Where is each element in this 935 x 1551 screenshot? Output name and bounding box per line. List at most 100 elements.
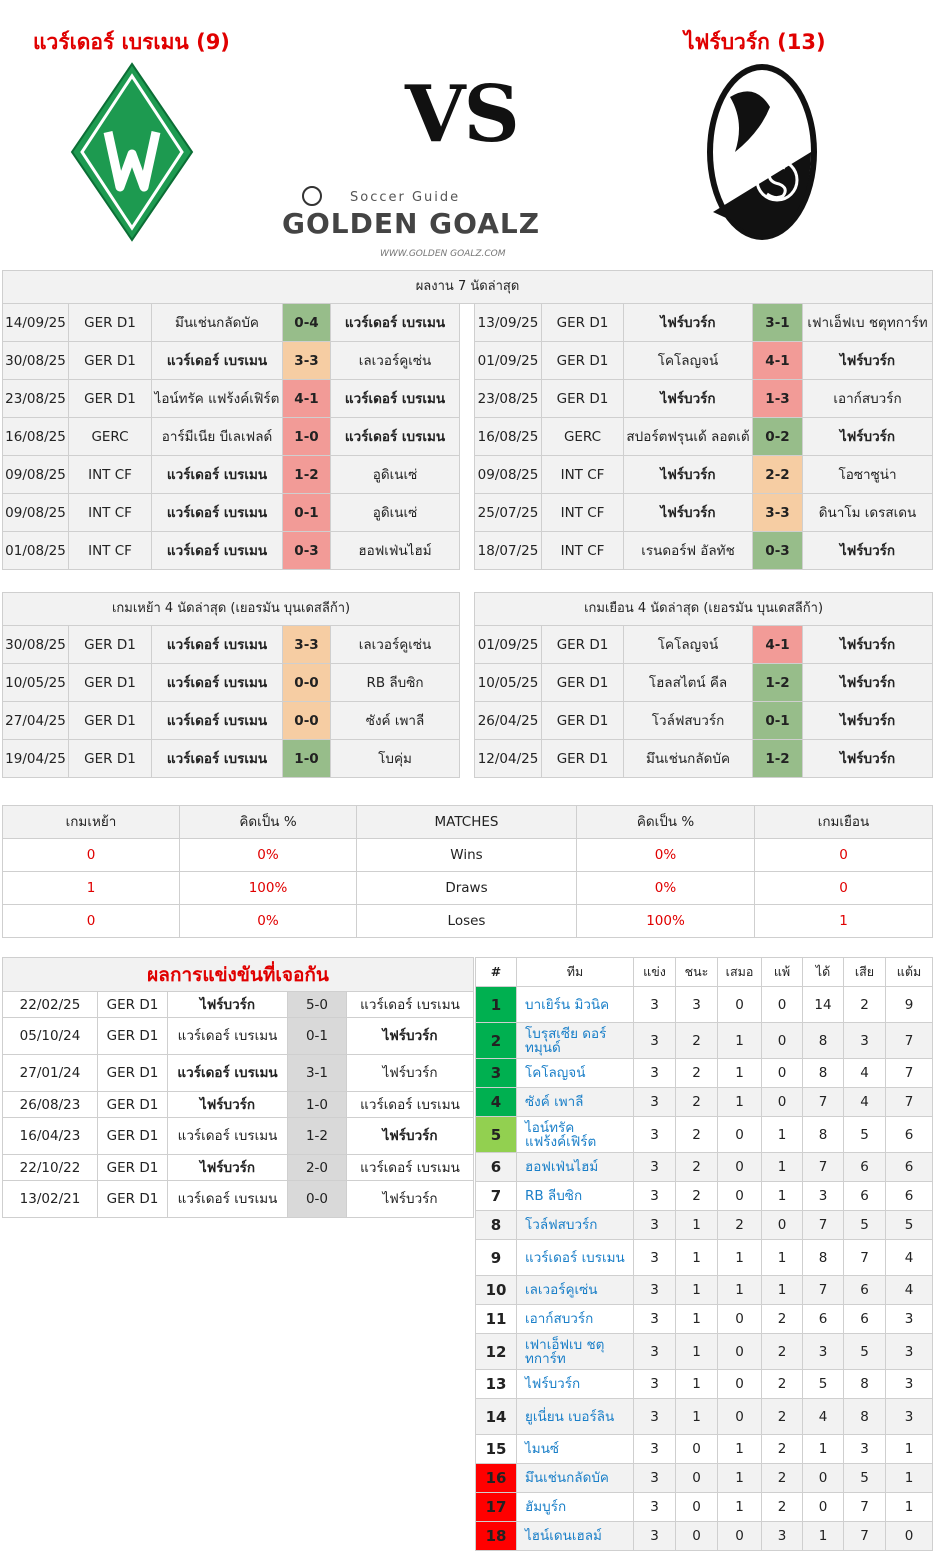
team-link[interactable]: ไอน์ทรัค แฟร้งค์เฟิร์ต <box>516 1116 634 1153</box>
competition: GER D1 <box>97 1154 168 1181</box>
stat-w: 2 <box>675 1152 718 1182</box>
stat-l: 0 <box>761 1210 803 1240</box>
team-link[interactable]: ฮอฟเฟ่นไฮม์ <box>516 1152 634 1182</box>
standings-row: 2 โบรุสเซีย ดอร์ทมุนด์ 3 2 1 0 8 3 7 <box>475 1022 933 1059</box>
stat-w: 2 <box>675 1181 718 1211</box>
match-date: 26/04/25 <box>474 701 543 740</box>
stat-gf: 4 <box>802 1398 844 1435</box>
match-score: 1-0 <box>282 739 331 778</box>
match-score: 0-0 <box>282 663 331 702</box>
standings-header: ทีม <box>516 957 634 987</box>
stat-pts: 7 <box>885 1058 933 1088</box>
position: 16 <box>475 1463 517 1493</box>
match-date: 13/09/25 <box>474 303 542 342</box>
competition: GERC <box>68 417 152 456</box>
match-score: 1-2 <box>752 739 804 778</box>
recent-form-table: ผลงาน 7 นัดล่าสุด 14/09/25 GER D1 มึนเช่นก… <box>1 270 934 570</box>
stat-w: 2 <box>675 1116 718 1153</box>
away-team: ไฟร์บวร์ก <box>801 341 934 380</box>
team-link[interactable]: เฟาเอ็ฟเบ ชตุทการ์ท <box>516 1333 634 1370</box>
stat-pts: 4 <box>885 1239 933 1276</box>
position: 9 <box>475 1239 517 1276</box>
stat-p: 3 <box>633 1304 676 1334</box>
standings-header: แพ้ <box>761 957 803 987</box>
position: 1 <box>475 986 517 1023</box>
stat-d: 0 <box>717 1521 762 1551</box>
stat-p: 3 <box>633 1398 676 1435</box>
stats-header: เกมเยือน <box>754 805 933 839</box>
team-link[interactable]: บาเยิร์น มิวนิค <box>516 986 634 1023</box>
home-team: แวร์เดอร์ เบรเมน <box>151 531 283 570</box>
match-score: 0-1 <box>287 1017 347 1055</box>
match-score: 4-1 <box>752 341 803 380</box>
stat-d: 1 <box>717 1087 762 1117</box>
away-team: แวร์เดอร์ เบรเมน <box>330 379 460 418</box>
position: 17 <box>475 1492 517 1522</box>
stats-away: 0 <box>754 838 933 872</box>
team-link[interactable]: ซังค์ เพาลี <box>516 1087 634 1117</box>
stat-l: 1 <box>761 1239 803 1276</box>
home-team: โวล์ฟสบวร์ก <box>623 701 754 740</box>
team-link[interactable]: โวล์ฟสบวร์ก <box>516 1210 634 1240</box>
team-link[interactable]: มึนเช่นกลัดบัค <box>516 1463 634 1493</box>
team-link[interactable]: ไฟร์บวร์ก <box>516 1369 634 1399</box>
stat-d: 0 <box>717 1304 762 1334</box>
last4-home-title: เกมเหย้า 4 นัดล่าสุด (เยอรมัน บุนเดสลีก้… <box>1 592 461 626</box>
match-score: 0-1 <box>752 701 804 740</box>
match-score: 3-3 <box>752 493 803 532</box>
stat-pts: 3 <box>885 1333 933 1370</box>
team-link[interactable]: เลเวอร์คูเซ่น <box>516 1275 634 1305</box>
match-score: 0-0 <box>287 1180 347 1218</box>
match-score: 0-1 <box>282 493 331 532</box>
stats-row: 1 100% Draws 0% 0 <box>2 871 933 905</box>
match-score: 0-3 <box>282 531 331 570</box>
home-team: แวร์เดอร์ เบรเมน <box>151 739 283 778</box>
team-link[interactable]: RB ลีบซิก <box>516 1181 634 1211</box>
stat-p: 3 <box>633 1239 676 1276</box>
stat-l: 2 <box>761 1333 803 1370</box>
team-link[interactable]: โคโลญจน์ <box>516 1058 634 1088</box>
home-team: แวร์เดอร์ เบรเมน <box>151 663 283 702</box>
match-row: 09/08/25 INT CF แวร์เดอร์ เบรเมน 1-2 อูดิเนเ… <box>2 455 934 494</box>
team-link[interactable]: ไฮน์เดนเฮลม์ <box>516 1521 634 1551</box>
home-team: แวร์เดอร์ เบรเมน <box>167 1117 288 1155</box>
match-score: 0-4 <box>282 303 331 342</box>
match-date: 13/02/21 <box>2 1180 98 1218</box>
team-link[interactable]: ไมนซ์ <box>516 1434 634 1464</box>
team-link[interactable]: โบรุสเซีย ดอร์ทมุนด์ <box>516 1022 634 1059</box>
away-team: ไฟร์บวร์ก <box>345 1054 475 1092</box>
position: 12 <box>475 1333 517 1370</box>
stat-p: 3 <box>633 1434 676 1464</box>
standings-header: ได้ <box>802 957 844 987</box>
match-row: 27/04/25 GER D1 แวร์เดอร์ เบรเมน 0-0 ซังค์ เ… <box>2 701 934 740</box>
stat-p: 3 <box>633 1152 676 1182</box>
stat-p: 3 <box>633 1181 676 1211</box>
stat-ga: 6 <box>843 1304 886 1334</box>
stat-pts: 6 <box>885 1152 933 1182</box>
stat-d: 1 <box>717 1463 762 1493</box>
spacer <box>459 531 475 570</box>
stat-ga: 7 <box>843 1521 886 1551</box>
stat-p: 3 <box>633 986 676 1023</box>
vs-label: VS <box>405 69 520 160</box>
home-team: เรนดอร์ฟ อัลทัช <box>623 531 753 570</box>
match-date: 09/08/25 <box>2 493 69 532</box>
competition: GER D1 <box>68 341 152 380</box>
svg-text:WWW.GOLDEN GOALZ.COM: WWW.GOLDEN GOALZ.COM <box>380 249 506 259</box>
team-link[interactable]: ฮัมบูร์ก <box>516 1492 634 1522</box>
team-link[interactable]: แวร์เดอร์ เบรเมน <box>516 1239 634 1276</box>
home-team: ไฟร์บวร์ก <box>623 493 753 532</box>
team-link[interactable]: เอาก์สบวร์ก <box>516 1304 634 1334</box>
match-score: 1-2 <box>287 1117 347 1155</box>
match-score: 0-0 <box>282 701 331 740</box>
last4-away-title: เกมเยือน 4 นัดล่าสุด (เยอรมัน บุนเดสลีก้… <box>474 592 934 626</box>
competition: GER D1 <box>541 701 625 740</box>
stat-w: 1 <box>675 1275 718 1305</box>
match-date: 01/08/25 <box>2 531 69 570</box>
match-date: 30/08/25 <box>2 341 69 380</box>
competition: GER D1 <box>541 341 624 380</box>
match-score: 1-2 <box>282 455 331 494</box>
team-link[interactable]: ยูเนี่ยน เบอร์ลิน <box>516 1398 634 1435</box>
home-team: แวร์เดอร์ เบรเมน <box>151 341 283 380</box>
stat-d: 1 <box>717 1492 762 1522</box>
